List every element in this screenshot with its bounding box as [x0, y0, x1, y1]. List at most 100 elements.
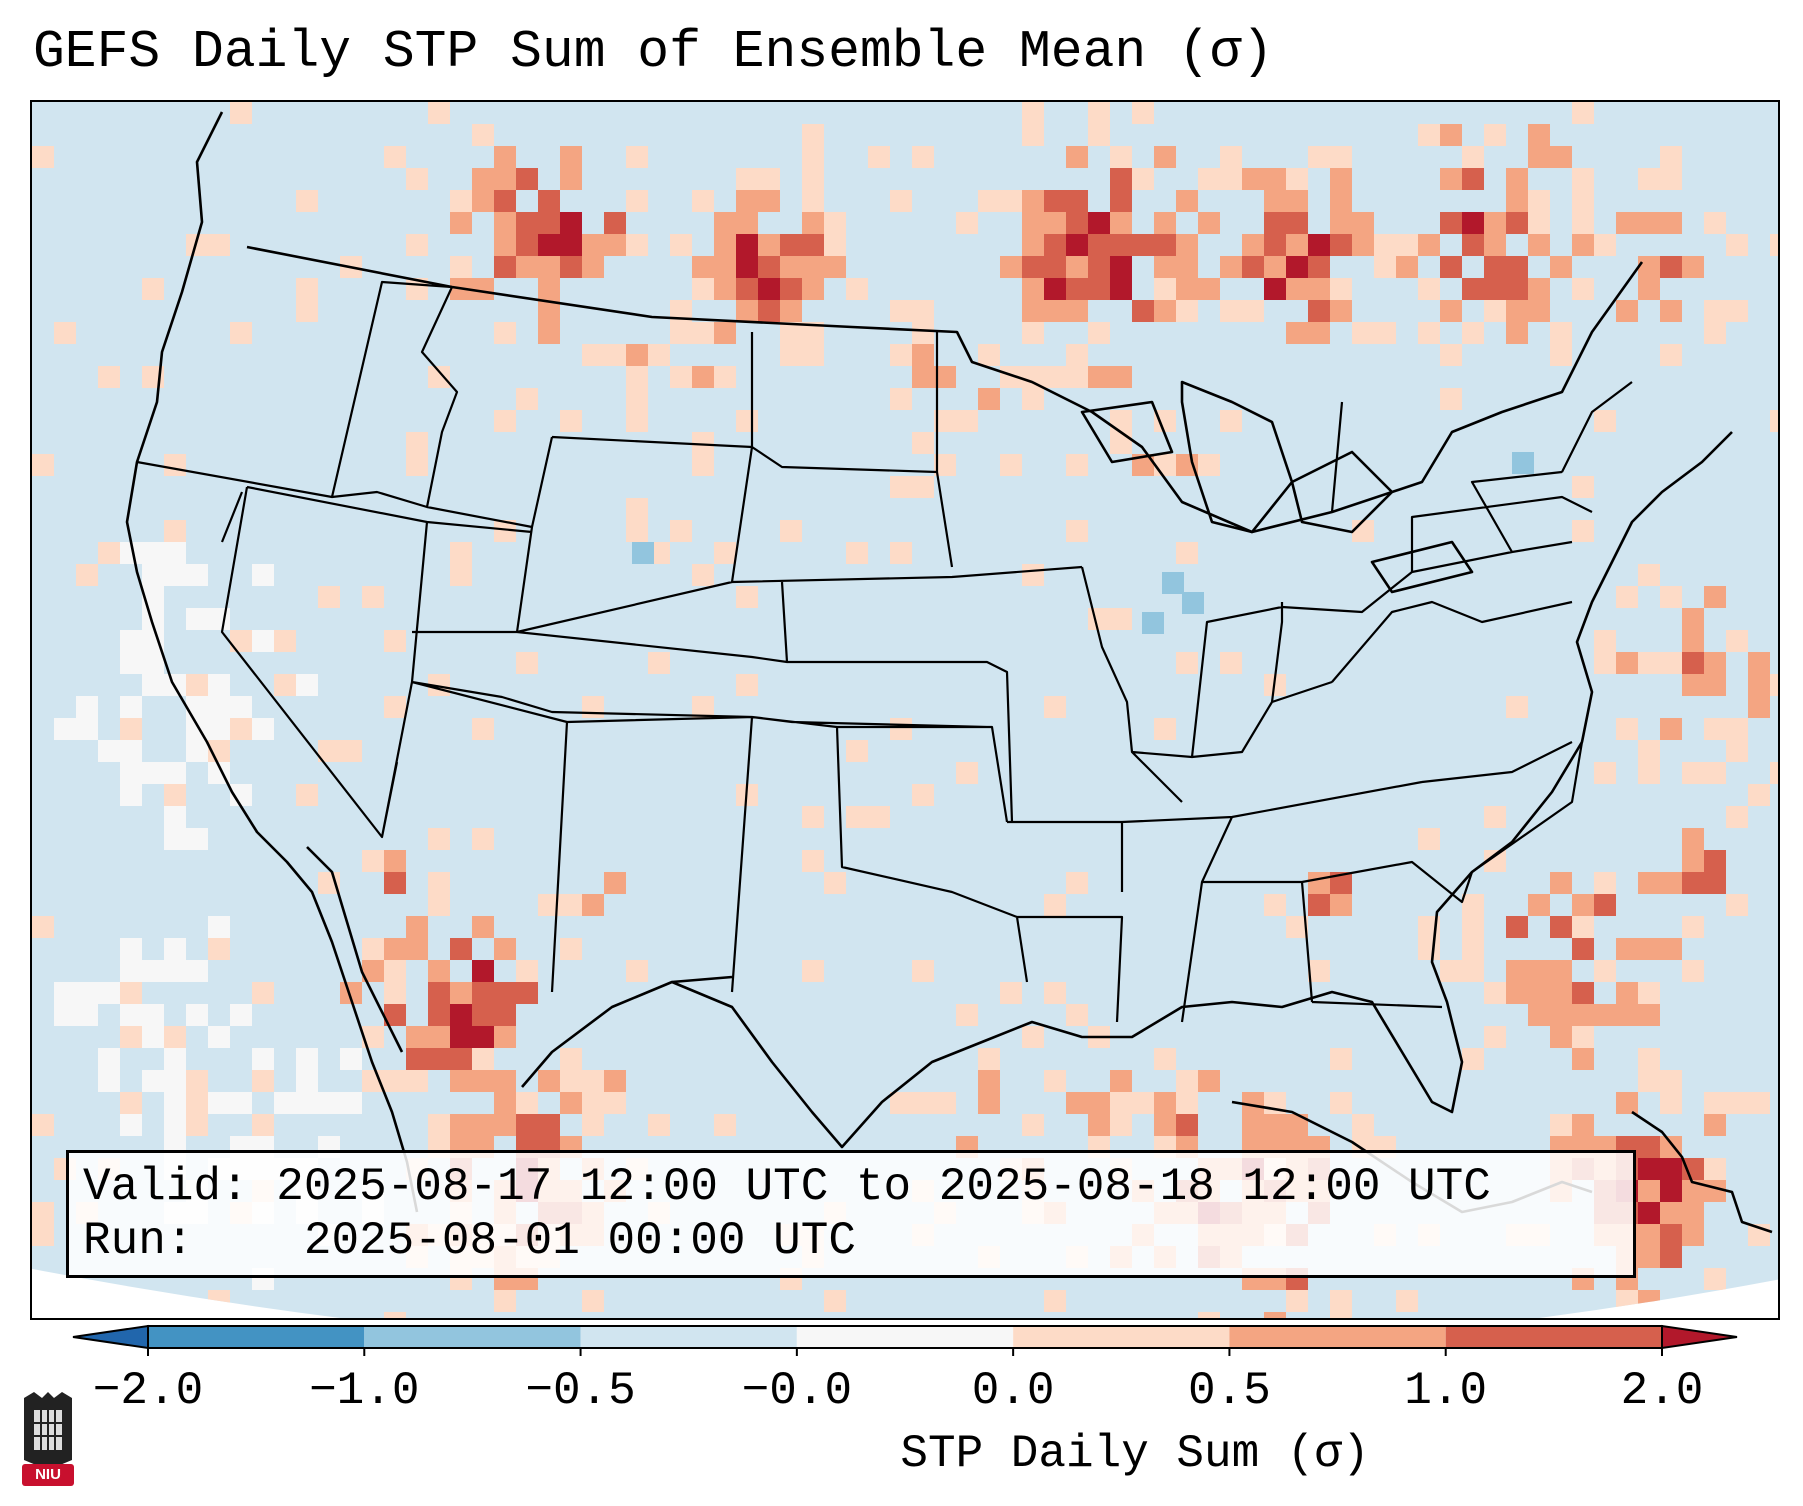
stp-cell — [1022, 564, 1044, 586]
stp-cell — [1572, 1048, 1594, 1070]
stp-cell — [450, 938, 472, 960]
stp-cell — [802, 168, 824, 190]
stp-cell — [1748, 674, 1770, 696]
stp-cell — [516, 1114, 538, 1136]
stp-cell — [824, 234, 846, 256]
stp-cell — [384, 696, 406, 718]
stp-cell — [1308, 300, 1330, 322]
stp-cell — [296, 1092, 318, 1114]
stp-cell — [340, 740, 362, 762]
stp-cell — [1528, 146, 1550, 168]
colorbar-tick-label: 1.0 — [1404, 1365, 1488, 1417]
stp-cell — [230, 696, 252, 718]
stp-cell — [1462, 1048, 1484, 1070]
stp-cell — [1770, 410, 1778, 432]
stp-cell — [1616, 1004, 1638, 1026]
stp-cell — [890, 344, 912, 366]
stp-cell — [1682, 652, 1704, 674]
stp-cell — [802, 234, 824, 256]
stp-cell — [1704, 586, 1726, 608]
stp-cell — [1506, 256, 1528, 278]
stp-cell — [472, 916, 494, 938]
stp-cell — [1440, 168, 1462, 190]
stp-cell — [1154, 256, 1176, 278]
stp-cell — [494, 1290, 516, 1312]
stp-cell — [1682, 608, 1704, 630]
stp-cell — [802, 190, 824, 212]
stp-cell — [538, 212, 560, 234]
stp-cell — [406, 916, 428, 938]
stp-cell — [1638, 1246, 1660, 1268]
stp-cell — [1484, 234, 1506, 256]
stp-cell — [428, 982, 450, 1004]
stp-cell — [1110, 366, 1132, 388]
stp-cell — [1704, 674, 1726, 696]
stp-cell — [1066, 146, 1088, 168]
stp-cell — [1770, 674, 1778, 696]
stp-cell — [604, 872, 626, 894]
stp-cell — [538, 278, 560, 300]
stp-cell — [1264, 212, 1286, 234]
stp-cell — [1286, 916, 1308, 938]
stp-cell — [912, 432, 934, 454]
stp-cell — [560, 212, 582, 234]
stp-cell — [1660, 1158, 1682, 1180]
stp-cell — [582, 234, 604, 256]
stp-cell — [1462, 938, 1484, 960]
stp-cell — [714, 234, 736, 256]
stp-cell — [1484, 278, 1506, 300]
colorbar — [72, 1324, 1738, 1356]
stp-cell — [516, 168, 538, 190]
stp-cell — [1044, 212, 1066, 234]
stp-cell — [582, 1114, 604, 1136]
stp-cell — [890, 718, 912, 740]
stp-cell — [1198, 168, 1220, 190]
stp-cell — [362, 586, 384, 608]
stp-cell — [1726, 300, 1748, 322]
stp-cell — [164, 564, 186, 586]
stp-cell — [98, 740, 120, 762]
stp-cell — [1154, 454, 1176, 476]
stp-cell — [1176, 278, 1198, 300]
stp-cell — [1088, 124, 1110, 146]
stp-cell — [1396, 234, 1418, 256]
stp-cell — [120, 1092, 142, 1114]
stp-cell — [1638, 1136, 1660, 1158]
stp-cell — [252, 564, 274, 586]
stp-cell — [1616, 1290, 1638, 1312]
stp-cell — [1440, 124, 1462, 146]
stp-cell — [1462, 168, 1484, 190]
stp-cell — [1132, 234, 1154, 256]
stp-cell — [208, 718, 230, 740]
stp-cell — [76, 982, 98, 1004]
stp-cell — [384, 850, 406, 872]
stp-cell — [164, 454, 186, 476]
stp-cell — [1704, 322, 1726, 344]
stp-cell — [494, 410, 516, 432]
colorbar-segment — [148, 1326, 365, 1348]
stp-cell — [1528, 1004, 1550, 1026]
cuba-outline — [1631, 1110, 1773, 1234]
stp-cell — [1682, 674, 1704, 696]
stp-cell — [1220, 300, 1242, 322]
run-line: Run: 2025-08-01 00:00 UTC — [83, 1215, 856, 1267]
stp-cell — [1066, 234, 1088, 256]
stp-cell — [428, 366, 450, 388]
stp-cell — [186, 234, 208, 256]
stp-cell — [582, 256, 604, 278]
stp-cell — [1462, 234, 1484, 256]
stp-cell — [494, 1004, 516, 1026]
stp-cell — [626, 388, 648, 410]
stp-cell — [1462, 278, 1484, 300]
stp-cell — [978, 344, 1000, 366]
stp-cell — [494, 190, 516, 212]
stp-cell — [846, 740, 868, 762]
stp-cell — [1330, 146, 1352, 168]
niu-logo: NIU — [20, 1390, 76, 1490]
map-canvas — [32, 102, 1778, 1318]
stp-cell — [1242, 1114, 1264, 1136]
stp-cell — [494, 168, 516, 190]
stp-cell — [538, 322, 560, 344]
stp-cell — [670, 234, 692, 256]
stp-cell — [1484, 300, 1506, 322]
